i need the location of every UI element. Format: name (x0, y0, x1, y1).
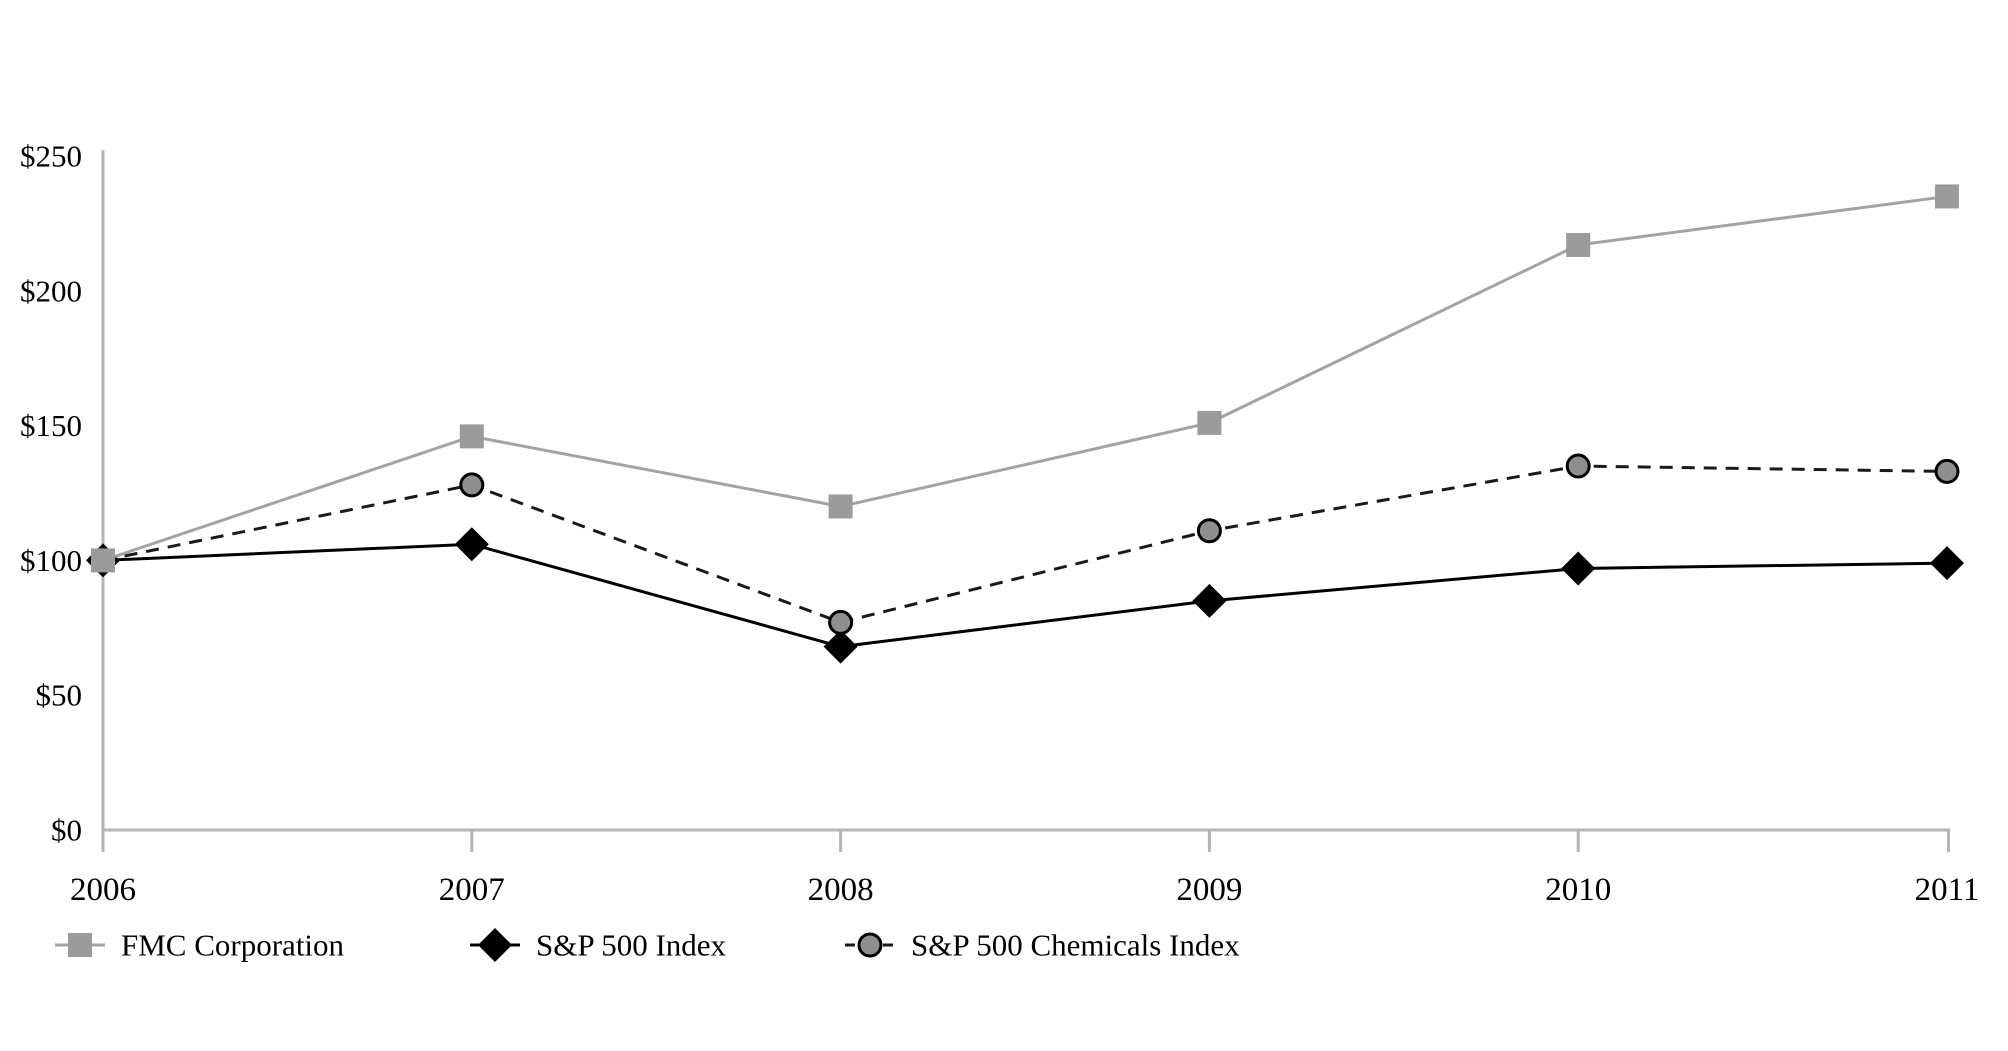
x-axis-label: 2011 (1915, 872, 1980, 908)
legend-item-fmc-corporation: FMC Corporation (55, 928, 345, 963)
marker-s-p-500-chemicals-index-2010 (1565, 453, 1591, 479)
series-s-p-500-chemicals-index (90, 453, 1960, 635)
marker-s-p-500-index-2010 (1561, 551, 1596, 586)
marker-fmc-corporation-2007 (459, 424, 484, 449)
marker-s-p-500-chemicals-index-2008 (828, 609, 854, 635)
marker-s-p-500-index-2008 (823, 629, 858, 664)
y-axis-label: $100 (20, 543, 82, 578)
legend-item-s-p-500-chemicals-index: S&P 500 Chemicals Index (845, 928, 1240, 963)
series-fmc-corporation (91, 184, 1959, 573)
y-axis-label: $0 (51, 813, 82, 848)
legend-square-icon (68, 933, 92, 957)
marker-s-p-500-index-2009 (1192, 583, 1227, 618)
marker-fmc-corporation-2010 (1566, 232, 1591, 257)
marker-s-p-500-index-2011 (1930, 546, 1964, 581)
marker-s-p-500-chemicals-index-2007 (459, 472, 485, 498)
marker-s-p-500-index-2007 (454, 527, 489, 562)
marker-fmc-corporation-2006 (91, 548, 115, 573)
x-axis-label: 2010 (1545, 872, 1611, 908)
y-axis-label: $150 (20, 408, 82, 443)
legend-diamond-icon (478, 928, 512, 962)
marker-fmc-corporation-2011 (1935, 184, 1959, 209)
legend-circle-icon (857, 932, 883, 958)
series-s-p-500-index (86, 527, 1964, 664)
y-axis-label: $200 (20, 273, 82, 308)
legend: FMC Corporation S&P 500 Index S&P 500 Chem… (55, 928, 1240, 963)
marker-s-p-500-chemicals-index-2009 (1196, 518, 1222, 544)
marker-fmc-corporation-2008 (828, 494, 853, 519)
series-line-s-p-500-chemicals-index (102, 464, 1948, 624)
x-axis-label: 2006 (70, 872, 136, 908)
marker-s-p-500-chemicals-index-2011 (1934, 458, 1960, 484)
x-axis-label: 2008 (808, 872, 874, 908)
x-axis-label: 2009 (1176, 872, 1242, 908)
y-axis-label: $250 (20, 139, 82, 174)
series-line-s-p-500-index (102, 542, 1948, 649)
legend-item-s-p-500-index: S&P 500 Index (470, 928, 727, 963)
y-axis-label: $50 (36, 678, 83, 713)
legend-label: S&P 500 Index (536, 928, 727, 963)
series-line-fmc-corporation (102, 194, 1948, 562)
marker-fmc-corporation-2009 (1197, 410, 1222, 435)
x-axis-label: 2007 (439, 872, 505, 908)
legend-label: FMC Corporation (121, 928, 345, 963)
legend-label: S&P 500 Chemicals Index (911, 928, 1240, 963)
